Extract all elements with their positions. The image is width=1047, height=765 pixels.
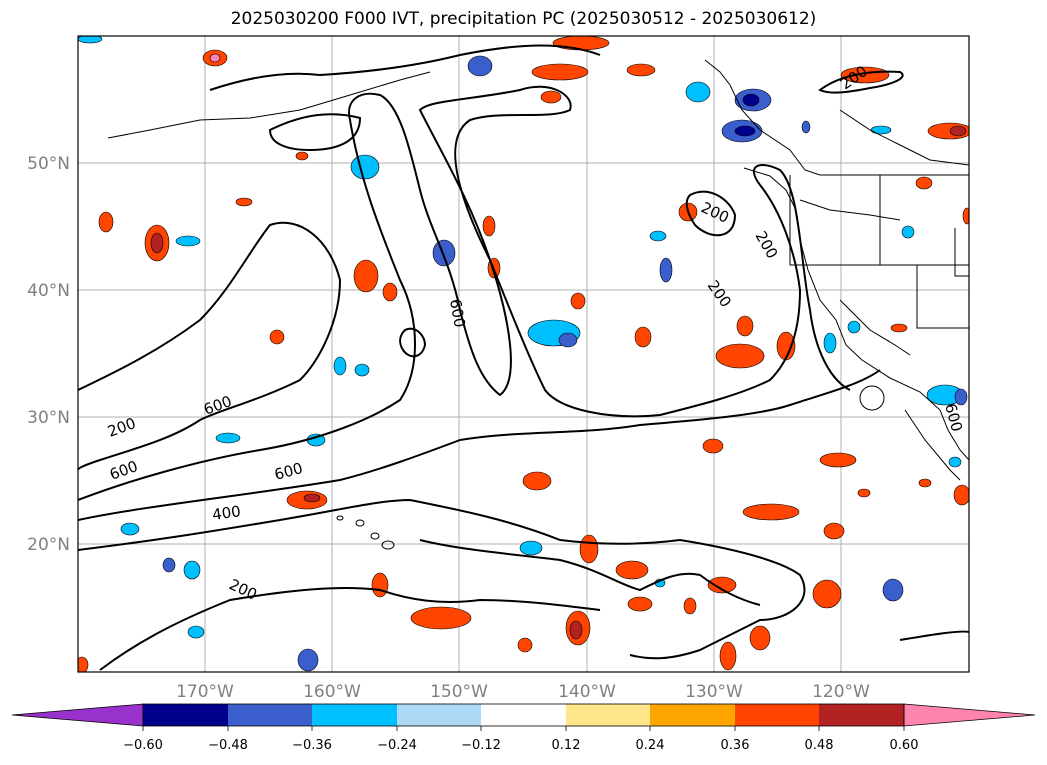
colorbar-tick-label: −0.36 — [292, 738, 332, 753]
lon-label: 160°W — [303, 682, 361, 702]
colorbar-segment — [143, 704, 228, 726]
colorbar-segment — [312, 704, 397, 726]
colorbar-tick-label: 0.12 — [552, 738, 581, 753]
precip-positive-blobs — [78, 36, 969, 672]
contour-label: 600 — [446, 298, 469, 329]
colorbar-tick-label: 0.24 — [636, 738, 665, 753]
lon-label: 130°W — [685, 682, 743, 702]
lon-label: 140°W — [558, 682, 616, 702]
colorbar-segment — [735, 704, 819, 726]
colorbar-extend-min — [11, 703, 144, 727]
map-area — [78, 36, 969, 672]
colorbar-tick-label: −0.60 — [123, 738, 163, 753]
latitude-labels: 50°N 40°N 30°N 20°N — [27, 154, 70, 555]
hawaii-islands — [336, 385, 885, 550]
colorbar-tick-label: −0.48 — [208, 738, 248, 753]
lat-label: 40°N — [27, 281, 70, 301]
lat-label: 50°N — [27, 154, 70, 174]
precip-negative-blobs — [78, 36, 968, 672]
contour-label: 400 — [211, 502, 242, 524]
colorbar-tick-label: 0.36 — [721, 738, 750, 753]
map-frame — [77, 35, 970, 673]
colorbar-tick-label: 0.60 — [890, 738, 919, 753]
colorbar-segment — [819, 704, 904, 726]
lon-label: 150°W — [430, 682, 488, 702]
longitude-labels: 170°W 160°W 150°W 140°W 130°W 120°W — [176, 682, 870, 702]
colorbar-segment — [650, 704, 735, 726]
colorbar: −0.60 −0.48 −0.36 −0.24 −0.12 0.12 0.24 … — [11, 703, 1036, 753]
colorbar-tick-label: 0.48 — [805, 738, 834, 753]
lon-label: 170°W — [176, 682, 234, 702]
lat-label: 30°N — [27, 408, 70, 428]
colorbar-segment — [566, 704, 650, 726]
colorbar-tick-label: −0.12 — [461, 738, 501, 753]
colorbar-segment — [397, 704, 481, 726]
colorbar-segment — [481, 704, 566, 726]
lon-label: 120°W — [812, 682, 870, 702]
colorbar-tick-label: −0.24 — [377, 738, 417, 753]
colorbar-extend-max — [903, 703, 1036, 727]
ivt-contours — [78, 44, 969, 671]
colorbar-segment — [228, 704, 312, 726]
lat-label: 20°N — [27, 535, 70, 555]
map-title: 2025030200 F000 IVT, precipitation PC (2… — [230, 9, 817, 29]
coastlines — [107, 59, 969, 481]
